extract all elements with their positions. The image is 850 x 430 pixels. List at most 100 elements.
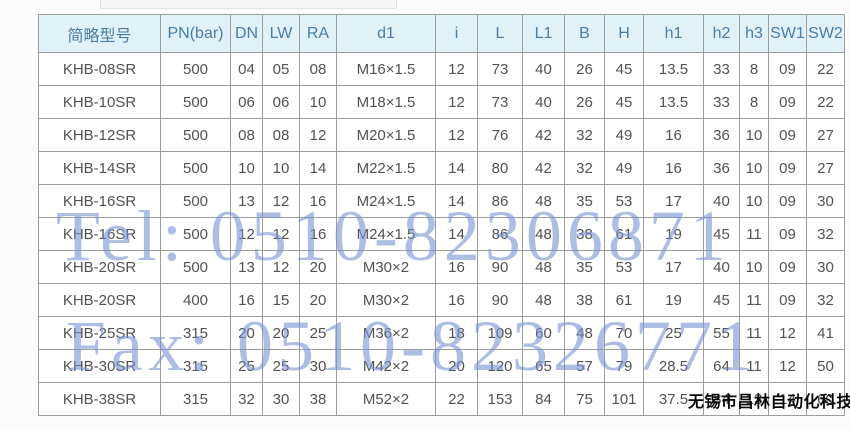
- table-cell: 13.5: [643, 85, 704, 119]
- table-cell: 45: [703, 217, 740, 251]
- table-cell: 48: [564, 316, 605, 350]
- table-cell: 53: [604, 250, 644, 284]
- table-cell: 10: [739, 184, 769, 218]
- table-cell: 09: [768, 118, 807, 152]
- table-cell: 12: [768, 349, 807, 383]
- table-cell: 20: [262, 316, 300, 350]
- table-cell: M20×1.5: [336, 118, 436, 152]
- table-cell: 8: [739, 85, 769, 119]
- table-cell: 09: [768, 217, 807, 251]
- table-cell: 500: [160, 184, 231, 218]
- header-cell: LW: [262, 14, 300, 53]
- table-cell: 20: [230, 316, 263, 350]
- table-cell: 36: [703, 151, 740, 185]
- table-cell: 22: [806, 52, 845, 86]
- table-cell: 120: [477, 349, 523, 383]
- table-cell: 25: [230, 349, 263, 383]
- table-cell: M52×2: [336, 382, 436, 416]
- header-cell: H: [604, 14, 644, 53]
- table-cell: 73: [477, 85, 523, 119]
- table-cell: 22: [806, 85, 845, 119]
- table-cell: 36: [703, 118, 740, 152]
- table-cell: 32: [806, 283, 845, 317]
- table-cell: 09: [768, 184, 807, 218]
- table-cell: 06: [230, 85, 263, 119]
- table-row: KHB-38SR 315 32 30 38 M52×2 22 153 84 75 101 37.5 84…: [38, 382, 845, 416]
- table-cell: KHB-10SR: [38, 85, 161, 119]
- table-cell: 49: [604, 151, 644, 185]
- table-cell: 09: [768, 151, 807, 185]
- table-cell: 48: [522, 283, 565, 317]
- table-body: KHB-08SR 500 04 05 08 M16×1.5 12 73 40 26 45 13.5 33…: [38, 52, 845, 416]
- table-cell: 33: [703, 85, 740, 119]
- table-cell: 33: [703, 52, 740, 86]
- header-cell: h3: [739, 14, 769, 53]
- table-row: KHB-16SR 500 13 12 16 M24×1.5 14 86 48 35 53 17 40 10…: [38, 184, 845, 218]
- header-cell: B: [564, 14, 605, 53]
- table-cell: 40: [703, 184, 740, 218]
- table-row: KHB-20SR 400 16 15 20 M30×2 16 90 48 38 61 19 45 11 09…: [38, 283, 845, 317]
- table-cell: 38: [564, 217, 605, 251]
- table-cell: 12: [435, 52, 478, 86]
- table-cell: 12: [230, 217, 263, 251]
- table-cell: 315: [160, 382, 231, 416]
- header-cell: PN(bar): [160, 14, 231, 53]
- table-cell: KHB-25SR: [38, 316, 161, 350]
- table-cell: 11: [739, 217, 769, 251]
- table-cell: 26: [564, 85, 605, 119]
- table-cell: 55: [703, 316, 740, 350]
- table-cell: 14: [435, 217, 478, 251]
- table-cell: 500: [160, 250, 231, 284]
- table-row: KHB-16SR 500 12 12 16 M24×1.5 14 86 48 38 61 19 45 11…: [38, 217, 845, 251]
- table-cell: 30: [806, 250, 845, 284]
- table-cell: 11: [739, 316, 769, 350]
- table-cell: 13: [739, 382, 769, 416]
- table-cell: 14: [435, 151, 478, 185]
- table-cell: 8: [739, 52, 769, 86]
- table-cell: 16: [299, 217, 337, 251]
- table-cell: M42×2: [336, 349, 436, 383]
- table-cell: 10: [230, 151, 263, 185]
- table-cell: 48: [522, 217, 565, 251]
- table-cell: M24×1.5: [336, 217, 436, 251]
- table-cell: 10: [299, 85, 337, 119]
- table-cell: 65: [522, 349, 565, 383]
- table-cell: 25: [262, 349, 300, 383]
- table-cell: 20: [299, 283, 337, 317]
- table-cell: 17: [643, 184, 704, 218]
- header-cell: SW2: [806, 14, 845, 53]
- table-cell: 16: [643, 151, 704, 185]
- table-cell: KHB-16SR: [38, 217, 161, 251]
- table-cell: 45: [703, 283, 740, 317]
- table-row: KHB-30SR 315 25 25 30 M42×2 20 120 65 57 79 28.5 64 1…: [38, 349, 845, 383]
- table-cell: 08: [262, 118, 300, 152]
- table-cell: M30×2: [336, 283, 436, 317]
- table-cell: 09: [768, 250, 807, 284]
- scan-artifact: [100, 0, 397, 9]
- table-cell: 101: [604, 382, 644, 416]
- table-cell: 27: [806, 151, 845, 185]
- table-cell: 57: [564, 349, 605, 383]
- header-cell: SW1: [768, 14, 807, 53]
- table-cell: 06: [262, 85, 300, 119]
- table-cell: 315: [160, 349, 231, 383]
- table-cell: 13: [230, 184, 263, 218]
- table-cell: 32: [564, 151, 605, 185]
- table-row: KHB-10SR 500 06 06 10 M18×1.5 12 73 40 26 45 13.5 33…: [38, 85, 845, 119]
- table-cell: 64: [703, 349, 740, 383]
- table-cell: 84: [703, 382, 740, 416]
- table-cell: 08: [230, 118, 263, 152]
- table-cell: 45: [604, 52, 644, 86]
- table-cell: 500: [160, 217, 231, 251]
- table-cell: 153: [477, 382, 523, 416]
- table-cell: 500: [160, 52, 231, 86]
- table-cell: 08: [299, 52, 337, 86]
- table-cell: 75: [564, 382, 605, 416]
- table-cell: 90: [477, 250, 523, 284]
- table-cell: 40: [522, 52, 565, 86]
- table-cell: 315: [160, 316, 231, 350]
- table-cell: 27: [806, 118, 845, 152]
